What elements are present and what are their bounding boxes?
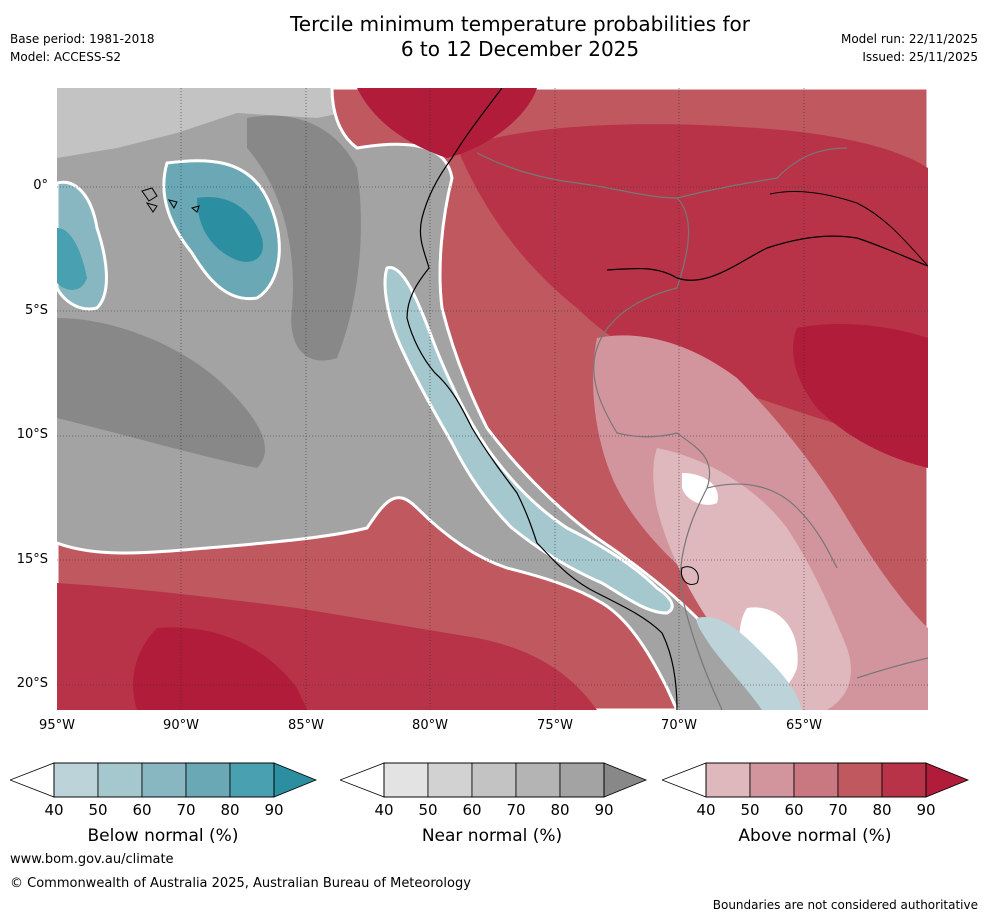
lon-label: 85°W <box>288 718 324 733</box>
cb-tick: 60 <box>132 801 152 819</box>
below-normal-title: Below normal (%) <box>87 826 239 846</box>
meta-right: Model run: 22/11/2025 Issued: 25/11/2025 <box>841 30 978 66</box>
cb-tick: 60 <box>784 801 804 819</box>
lat-label: 15°S <box>16 552 48 567</box>
cb-tick: 80 <box>550 801 570 819</box>
website-link[interactable]: www.bom.gov.au/climate <box>10 852 174 867</box>
below-normal-coastal-strip <box>383 266 674 615</box>
cb-tick: 80 <box>220 801 240 819</box>
above-normal-south-peak <box>133 627 307 710</box>
cb-tick: 90 <box>264 801 284 819</box>
graticule <box>57 88 928 710</box>
cb-tick: 40 <box>374 801 394 819</box>
below-normal-core-2 <box>57 228 87 290</box>
cb-above-high-arrow <box>925 762 970 798</box>
amazon-tributary <box>769 190 928 267</box>
cb-tick: 50 <box>740 801 760 819</box>
cb-tick: 70 <box>828 801 848 819</box>
base-period: Base period: 1981-2018 <box>10 32 155 46</box>
lat-label: 5°S <box>24 303 48 318</box>
above-normal-weak <box>653 448 851 710</box>
near-normal-dark-region-2 <box>247 115 361 361</box>
below-normal-core-1 <box>197 197 263 262</box>
cb-near-swatch <box>559 762 605 798</box>
lon-label: 75°W <box>537 718 573 733</box>
lon-label: 80°W <box>412 718 448 733</box>
below-normal-colorbar <box>10 762 318 798</box>
above-normal-colorbar <box>662 762 970 798</box>
lon-label: 95°W <box>39 718 75 733</box>
lon-label: 65°W <box>786 718 822 733</box>
cb-above-swatch <box>881 762 927 798</box>
cb-tick: 90 <box>594 801 614 819</box>
cb-tick: 40 <box>44 801 64 819</box>
cb-near-swatch <box>471 762 517 798</box>
cb-tick: 90 <box>916 801 936 819</box>
cb-above-swatch <box>793 762 839 798</box>
cb-tick: 70 <box>176 801 196 819</box>
cb-tick: 80 <box>872 801 892 819</box>
lat-label: 20°S <box>16 676 48 691</box>
amazon-river <box>606 235 928 281</box>
lon-label: 90°W <box>163 718 199 733</box>
model-name: Model: ACCESS-S2 <box>10 50 122 64</box>
galapagos-islands <box>141 187 200 213</box>
below-normal-south-strip <box>696 617 802 710</box>
cb-tick: 60 <box>462 801 482 819</box>
cb-near-high-arrow <box>603 762 648 798</box>
probability-map <box>57 88 928 710</box>
copyright-text: © Commonwealth of Australia 2025, Austra… <box>10 876 471 891</box>
cb-below-low-arrow <box>10 762 55 798</box>
cb-near-swatch <box>427 762 473 798</box>
cb-above-swatch <box>705 762 751 798</box>
cb-above-low-arrow <box>662 762 707 798</box>
cb-below-swatch <box>53 762 99 798</box>
issued-date: Issued: 25/11/2025 <box>862 50 978 64</box>
cb-above-swatch <box>837 762 883 798</box>
cb-below-swatch <box>185 762 231 798</box>
near-normal-colorbar <box>340 762 648 798</box>
cb-tick: 50 <box>88 801 108 819</box>
cb-below-swatch <box>141 762 187 798</box>
lat-label: 10°S <box>16 427 48 442</box>
meta-left: Base period: 1981-2018 Model: ACCESS-S2 <box>10 30 155 66</box>
title-line-2: 6 to 12 December 2025 <box>400 37 640 61</box>
cb-above-swatch <box>749 762 795 798</box>
lat-label: 0° <box>33 178 48 193</box>
near-normal-light-region <box>57 88 367 158</box>
cb-below-high-arrow <box>273 762 318 798</box>
cb-near-swatch <box>383 762 429 798</box>
cb-tick: 40 <box>696 801 716 819</box>
cb-near-low-arrow <box>340 762 385 798</box>
country-borders <box>476 147 928 710</box>
cb-near-swatch <box>515 762 561 798</box>
model-run: Model run: 22/11/2025 <box>840 32 978 46</box>
above-normal-title: Above normal (%) <box>738 826 892 846</box>
coastline <box>406 88 678 710</box>
near-normal-dark-region <box>57 318 266 468</box>
above-normal-north-peak <box>357 88 537 158</box>
title-line-1: Tercile minimum temperature probabilitie… <box>289 12 751 36</box>
lake-titicaca <box>680 566 699 585</box>
near-normal-title: Near normal (%) <box>421 826 563 846</box>
cb-below-swatch <box>229 762 275 798</box>
lon-label: 70°W <box>661 718 697 733</box>
cb-below-swatch <box>97 762 143 798</box>
cb-tick: 70 <box>506 801 526 819</box>
boundary-disclaimer: Boundaries are not considered authoritat… <box>712 898 978 912</box>
map-title: Tercile minimum temperature probabilitie… <box>0 12 988 62</box>
cb-tick: 50 <box>418 801 438 819</box>
above-normal-east-peak <box>793 323 928 468</box>
